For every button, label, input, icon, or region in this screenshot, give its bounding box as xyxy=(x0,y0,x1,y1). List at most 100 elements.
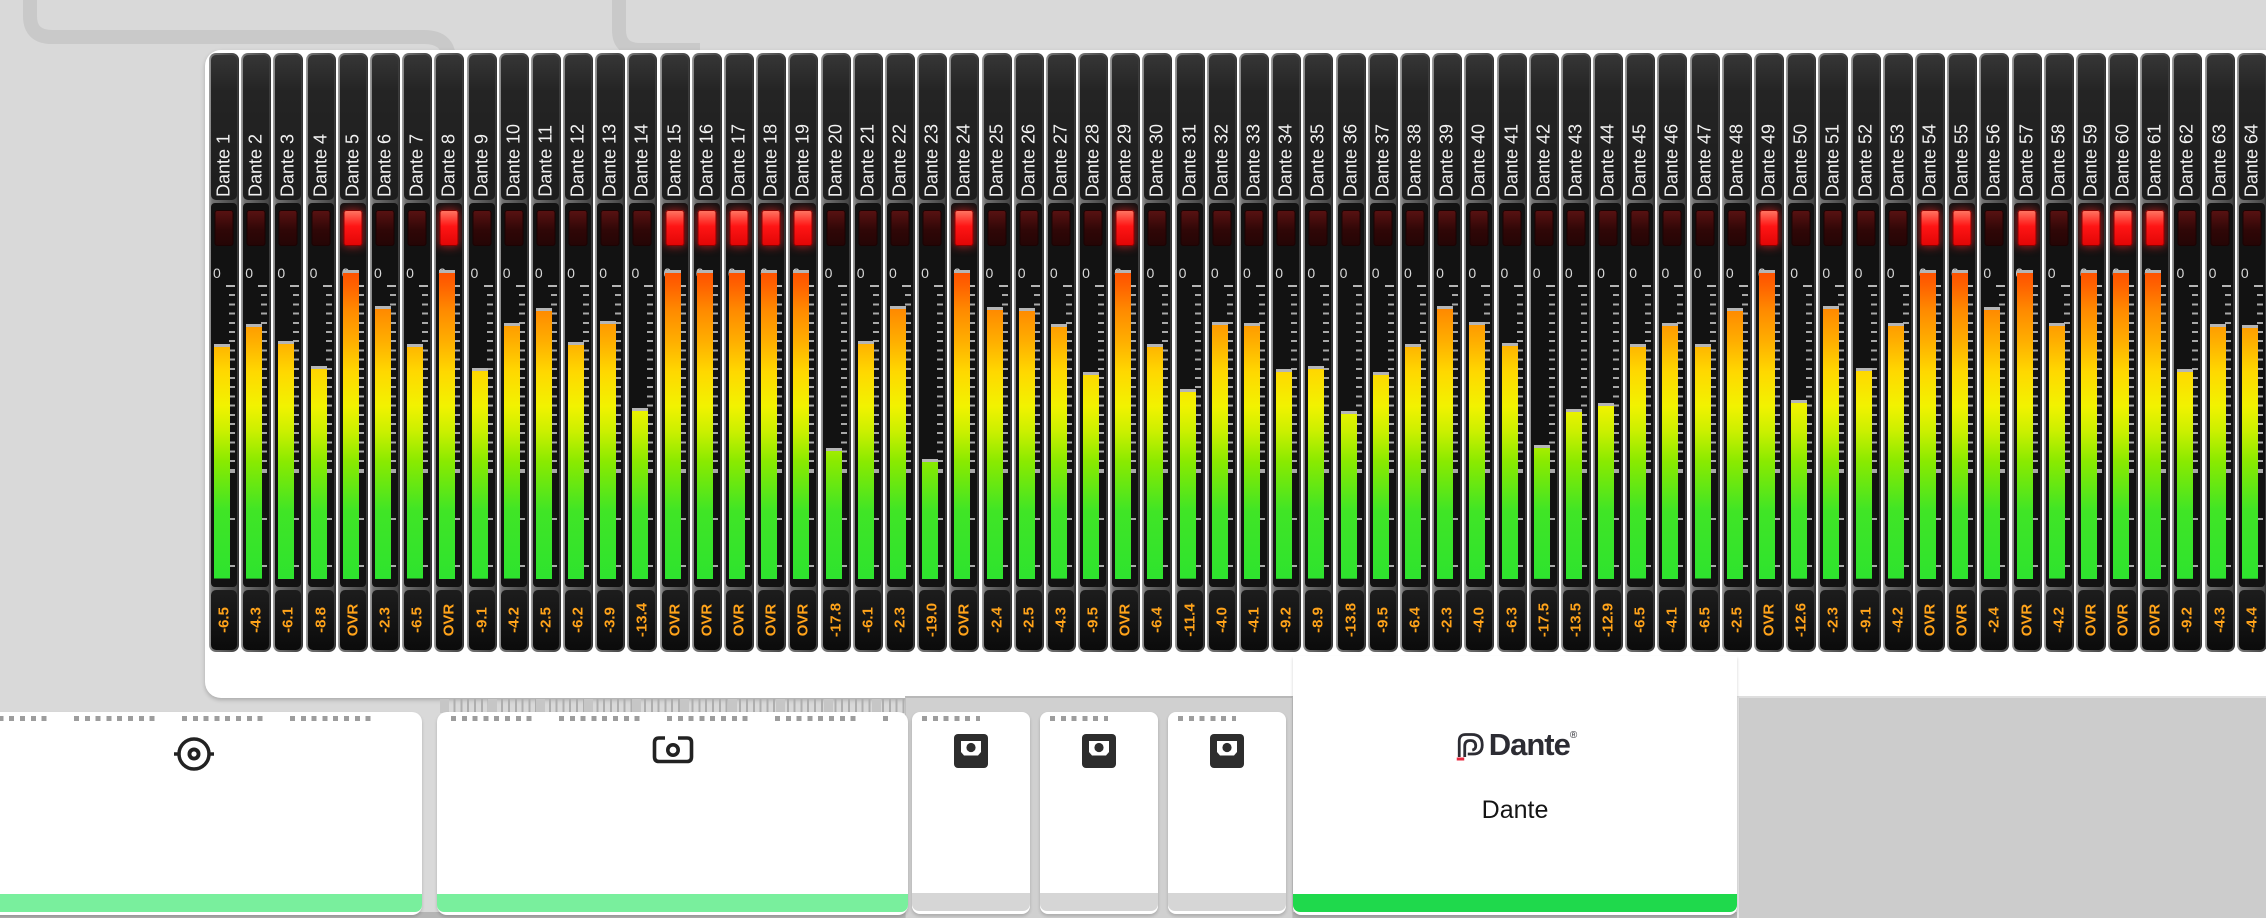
peak-value: -9.1 xyxy=(473,607,490,633)
io-card-optical-2[interactable] xyxy=(1040,712,1158,914)
channel-strip[interactable]: Dante 46 0 -4.1 xyxy=(1657,53,1688,652)
channel-strip[interactable]: Dante 52 0 -9.1 xyxy=(1850,53,1881,652)
level-bar xyxy=(471,368,488,579)
channel-strip[interactable]: Dante 37 0 -9.5 xyxy=(1367,53,1398,652)
channel-strip[interactable]: Dante 44 0 -12.9 xyxy=(1593,53,1624,652)
channel-strip[interactable]: Dante 19 0 OVR xyxy=(788,53,819,652)
peak-value: -9.5 xyxy=(1084,607,1102,633)
channel-strip[interactable]: Dante 47 0 -6.5 xyxy=(1689,53,1720,652)
channel-strip[interactable]: Dante 35 0 -8.9 xyxy=(1303,53,1334,652)
channel-strip[interactable]: Dante 48 0 -2.5 xyxy=(1721,53,1752,652)
scale-zero-label: 0 xyxy=(1854,265,1863,281)
channel-label-box: Dante 15 xyxy=(661,55,688,200)
io-card-optical-3[interactable] xyxy=(1168,712,1286,914)
channel-strip[interactable]: Dante 42 0 -17.5 xyxy=(1528,53,1559,652)
channel-label-box: Dante 4 xyxy=(307,55,334,200)
level-bar-track xyxy=(986,270,1003,579)
channel-strip[interactable]: Dante 36 0 -13.8 xyxy=(1335,53,1366,652)
peak-value: -9.2 xyxy=(1277,607,1295,633)
channel-strip[interactable]: Dante 2 0 -4.3 xyxy=(241,53,272,652)
channel-strip[interactable]: Dante 58 0 -4.2 xyxy=(2043,53,2074,652)
channel-strip[interactable]: Dante 1 0 -6.5 xyxy=(209,53,239,652)
meter: 0 xyxy=(1337,203,1364,587)
channel-strip[interactable]: Dante 61 0 OVR xyxy=(2140,53,2171,652)
channel-strip[interactable]: Dante 20 0 -17.8 xyxy=(820,53,851,652)
channel-strip[interactable]: Dante 63 0 -4.3 xyxy=(2204,53,2235,652)
channel-strip[interactable]: Dante 17 0 OVR xyxy=(724,53,754,652)
channel-strip[interactable]: Dante 53 0 -4.2 xyxy=(1882,53,1913,652)
channel-strip[interactable]: Dante 32 0 -4.0 xyxy=(1206,53,1237,652)
channel-strip[interactable]: Dante 50 0 -12.6 xyxy=(1786,53,1817,652)
channel-strip[interactable]: Dante 25 0 -2.4 xyxy=(981,53,1012,652)
channel-strip[interactable]: Dante 34 0 -9.2 xyxy=(1271,53,1302,652)
channel-strip[interactable]: Dante 43 0 -13.5 xyxy=(1560,53,1591,652)
io-card-dante[interactable]: Dante ® Dante xyxy=(1293,656,1737,915)
channel-strip[interactable]: Dante 15 0 OVR xyxy=(659,53,690,652)
meter-scale-ticks xyxy=(1095,285,1105,581)
clip-indicator xyxy=(1115,210,1135,246)
channel-strip[interactable]: Dante 21 0 -6.1 xyxy=(852,53,883,652)
channel-strip[interactable]: Dante 38 0 -6.4 xyxy=(1399,53,1430,652)
channel-strip[interactable]: Dante 5 0 OVR xyxy=(337,53,368,652)
channel-strip[interactable]: Dante 64 0 -4.4 xyxy=(2236,53,2266,652)
peak-value: -8.8 xyxy=(312,607,330,633)
channel-strip[interactable]: Dante 12 0 -6.2 xyxy=(563,53,594,652)
channel-strip[interactable]: Dante 3 0 -6.1 xyxy=(273,53,304,652)
channel-strip[interactable]: Dante 49 0 OVR xyxy=(1754,53,1784,652)
channel-strip[interactable]: Dante 31 0 -11.4 xyxy=(1174,53,1205,652)
channel-label-box: Dante 5 xyxy=(339,55,366,200)
peak-value: OVR xyxy=(440,603,458,637)
channel-strip[interactable]: Dante 59 0 OVR xyxy=(2075,53,2106,652)
channel-strip[interactable]: Dante 14 0 -13.4 xyxy=(627,53,658,652)
channel-strip[interactable]: Dante 27 0 -4.3 xyxy=(1045,53,1076,652)
channel-strip[interactable]: Dante 18 0 OVR xyxy=(756,53,787,652)
channel-strip[interactable]: Dante 29 0 OVR xyxy=(1110,53,1141,652)
channel-strip[interactable]: Dante 11 0 -2.5 xyxy=(530,53,561,652)
channel-strip[interactable]: Dante 45 0 -6.5 xyxy=(1625,53,1656,652)
io-card-camera[interactable] xyxy=(437,712,908,915)
meter-scale-ticks xyxy=(322,285,332,581)
level-bar-track xyxy=(1340,270,1357,579)
channel-strip[interactable]: Dante 9 0 -9.1 xyxy=(466,53,497,652)
channel-strip[interactable]: Dante 41 0 -6.3 xyxy=(1496,53,1527,652)
channel-strip[interactable]: Dante 39 0 -2.3 xyxy=(1432,53,1463,652)
channel-strip[interactable]: Dante 26 0 -2.5 xyxy=(1013,53,1044,652)
peak-value: -2.5 xyxy=(1728,607,1746,633)
io-card-wordclock[interactable] xyxy=(0,712,422,915)
channel-strip[interactable]: Dante 60 0 OVR xyxy=(2108,53,2139,652)
meter: 0 xyxy=(1884,203,1911,587)
channel-strip[interactable]: Dante 62 0 -9.2 xyxy=(2172,53,2203,652)
channel-strip[interactable]: Dante 8 0 OVR xyxy=(434,53,465,652)
channel-strip[interactable]: Dante 4 0 -8.8 xyxy=(305,53,336,652)
channel-strip[interactable]: Dante 30 0 -6.4 xyxy=(1142,53,1173,652)
channel-label: Dante 43 xyxy=(1565,123,1586,197)
clip-indicator xyxy=(793,210,813,246)
channel-strip[interactable]: Dante 23 0 -19.0 xyxy=(917,53,948,652)
channel-label: Dante 26 xyxy=(1018,123,1039,197)
meter-scale-ticks xyxy=(708,285,718,581)
channel-strip[interactable]: Dante 33 0 -4.1 xyxy=(1239,53,1269,652)
channel-strip[interactable]: Dante 10 0 -4.2 xyxy=(498,53,529,652)
channel-strip[interactable]: Dante 57 0 OVR xyxy=(2011,53,2042,652)
channel-strip[interactable]: Dante 13 0 -3.9 xyxy=(595,53,626,652)
channel-strip[interactable]: Dante 40 0 -4.0 xyxy=(1464,53,1495,652)
channel-strip[interactable]: Dante 28 0 -9.5 xyxy=(1078,53,1109,652)
channel-strip[interactable]: Dante 7 0 -6.5 xyxy=(402,53,433,652)
channel-label: Dante 1 xyxy=(213,133,234,197)
channel-strip[interactable]: Dante 24 0 OVR xyxy=(949,53,980,652)
empty-slot-area xyxy=(1737,696,2266,918)
channel-strip[interactable]: Dante 51 0 -2.3 xyxy=(1818,53,1849,652)
channel-strip[interactable]: Dante 16 0 OVR xyxy=(691,53,722,652)
channel-strip[interactable]: Dante 6 0 -2.3 xyxy=(369,53,400,652)
channel-label-box: Dante 54 xyxy=(1916,55,1943,200)
io-card-optical-1[interactable] xyxy=(912,712,1030,914)
level-bar-track xyxy=(1694,270,1711,579)
peak-value-box: OVR xyxy=(693,590,720,650)
channel-strip[interactable]: Dante 54 0 OVR xyxy=(1914,53,1945,652)
channel-strip[interactable]: Dante 56 0 -2.4 xyxy=(1979,53,2010,652)
scale-zero-label: 0 xyxy=(1886,265,1895,281)
channel-label-box: Dante 24 xyxy=(951,55,978,200)
meter-scale-ticks xyxy=(1320,285,1330,581)
channel-strip[interactable]: Dante 55 0 OVR xyxy=(1947,53,1978,652)
channel-strip[interactable]: Dante 22 0 -2.3 xyxy=(884,53,915,652)
